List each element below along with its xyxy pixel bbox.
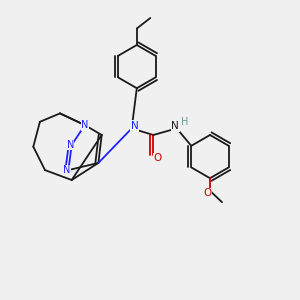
Text: N: N	[171, 121, 179, 131]
Text: N: N	[63, 165, 70, 175]
Text: O: O	[153, 153, 161, 163]
Text: N: N	[131, 121, 139, 131]
Text: N: N	[81, 120, 88, 130]
Text: N: N	[67, 140, 74, 150]
Text: O: O	[203, 188, 211, 198]
Text: H: H	[181, 117, 188, 127]
